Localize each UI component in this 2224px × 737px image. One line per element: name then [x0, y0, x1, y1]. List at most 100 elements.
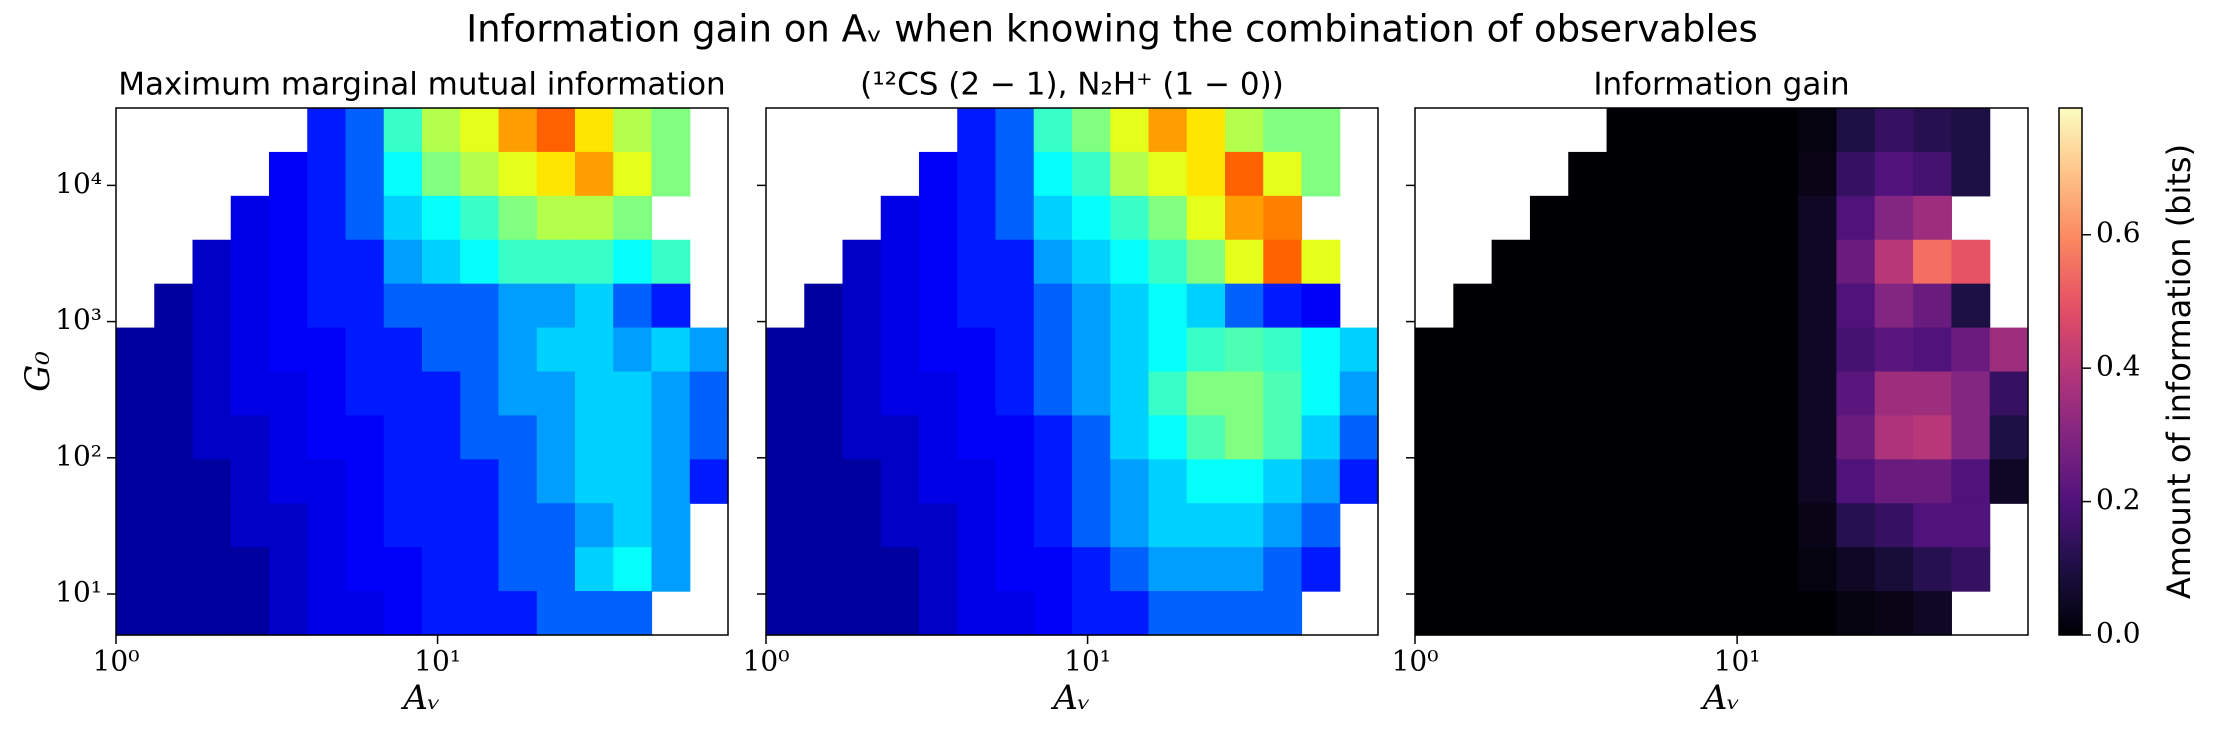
heatmap-cell	[1263, 415, 1303, 460]
heatmap-cell	[1568, 371, 1608, 417]
heatmap-cell	[269, 503, 308, 548]
heatmap-cell	[345, 371, 385, 417]
heatmap-cell	[804, 503, 844, 548]
heatmap-cell	[192, 415, 232, 460]
heatmap-cell	[1606, 108, 1646, 153]
heatmap-cell	[154, 371, 194, 417]
heatmap-cell	[1033, 503, 1073, 548]
heatmap-cell	[1644, 283, 1684, 329]
heatmap-cell	[842, 547, 882, 592]
heatmap-cell	[1721, 327, 1761, 373]
x-tick-label: 10¹	[1714, 645, 1761, 678]
heatmap-cell	[842, 239, 882, 285]
heatmap-cell	[422, 415, 461, 460]
heatmap-cell	[1568, 503, 1608, 548]
heatmap-cell	[1798, 503, 1838, 548]
heatmap-cell	[995, 371, 1035, 417]
heatmap-cell	[460, 327, 500, 373]
heatmap-cell	[1874, 108, 1914, 153]
heatmap-cell	[1186, 591, 1226, 636]
heatmap-cell	[1644, 591, 1684, 636]
heatmap-cell	[1606, 195, 1646, 241]
heatmap-cell	[536, 459, 576, 504]
heatmap-cell	[651, 239, 691, 285]
heatmap-cell	[269, 327, 308, 373]
heatmap-cell	[1683, 239, 1723, 285]
heatmap-cell	[269, 283, 308, 329]
heatmap-cell	[1644, 371, 1684, 417]
heatmap-cell	[536, 283, 576, 329]
heatmap-cell	[1529, 195, 1569, 241]
heatmap-cell	[995, 327, 1035, 373]
heatmap-cell	[460, 151, 500, 197]
heatmap-cell	[498, 547, 538, 592]
heatmap-cell	[1913, 283, 1952, 329]
heatmap-cell	[1529, 327, 1569, 373]
heatmap-cell	[1989, 371, 2029, 417]
heatmap-cell	[536, 415, 576, 460]
panel-title: Information gain	[1593, 67, 1849, 103]
heatmap-cell	[1836, 108, 1876, 153]
heatmap-cell	[498, 283, 538, 329]
heatmap-cell	[307, 327, 347, 373]
heatmap-cell	[460, 459, 500, 504]
heatmap-cell	[1798, 415, 1838, 460]
plot-frame	[765, 107, 1379, 636]
heatmap-cell	[919, 591, 958, 636]
heatmap-cell	[1072, 283, 1111, 329]
heatmap-cell	[880, 371, 920, 417]
heatmap-cell	[269, 151, 308, 197]
heatmap-cell	[613, 371, 653, 417]
heatmap-cell	[1186, 459, 1226, 504]
y-tick-label: 10¹	[55, 575, 102, 608]
colorbar-tick-label: 0.2	[2096, 483, 2141, 516]
heatmap-cell	[1759, 371, 1799, 417]
heatmap-cell	[498, 371, 538, 417]
heatmap-cell	[1606, 283, 1646, 329]
heatmap-cell	[613, 503, 653, 548]
heatmap-cell	[1836, 459, 1876, 504]
heatmap-cell	[1644, 327, 1684, 373]
heatmap-cell	[804, 371, 844, 417]
heatmap-cell	[842, 327, 882, 373]
heatmap-cell	[1721, 283, 1761, 329]
heatmap-cell	[1415, 591, 1454, 636]
heatmap-cell	[651, 283, 691, 329]
heatmap-cell	[1301, 547, 1341, 592]
heatmap-cell	[1568, 327, 1608, 373]
heatmap-cell	[1110, 415, 1150, 460]
heatmap-cell	[345, 151, 385, 197]
heatmap-cell	[1721, 371, 1761, 417]
heatmap-cell	[1263, 195, 1303, 241]
heatmap-cell	[1453, 459, 1493, 504]
heatmap-cell	[1683, 327, 1723, 373]
heatmap-cell	[766, 415, 805, 460]
heatmap-cell	[1110, 503, 1150, 548]
heatmap-cell	[1759, 327, 1799, 373]
heatmap-cell	[1529, 547, 1569, 592]
x-axis-label: Aᵥ	[1050, 678, 1090, 718]
heatmap-cell	[957, 195, 997, 241]
heatmap-cell	[1110, 327, 1150, 373]
heatmap-cell	[1874, 547, 1914, 592]
x-axis-label: Aᵥ	[400, 678, 440, 718]
heatmap-cell	[116, 371, 155, 417]
heatmap-cell	[689, 459, 729, 504]
heatmap-cell	[1606, 503, 1646, 548]
heatmap-cell	[1301, 371, 1341, 417]
colorbar-tick-label: 0.6	[2096, 216, 2141, 249]
heatmap-cell	[460, 415, 500, 460]
heatmap-cell	[1913, 151, 1952, 197]
heatmap-cell	[1033, 283, 1073, 329]
heatmap-cell	[1225, 371, 1264, 417]
heatmap-cell	[1033, 591, 1073, 636]
heatmap-cell	[842, 459, 882, 504]
heatmap-cell	[1798, 151, 1838, 197]
heatmap-cell	[460, 239, 500, 285]
heatmap-cell	[1759, 108, 1799, 153]
heatmap-cell	[1836, 547, 1876, 592]
heatmap-cell	[383, 591, 423, 636]
heatmap-cell	[804, 415, 844, 460]
heatmap-cell	[995, 503, 1035, 548]
heatmap-cell	[919, 195, 958, 241]
